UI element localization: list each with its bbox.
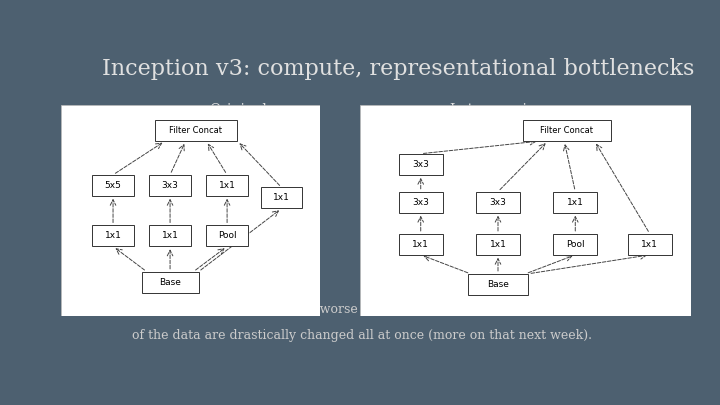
FancyBboxPatch shape bbox=[468, 274, 528, 295]
FancyBboxPatch shape bbox=[476, 234, 520, 255]
Text: 1x1: 1x1 bbox=[273, 194, 290, 202]
FancyBboxPatch shape bbox=[476, 192, 520, 213]
Text: of the data are drastically changed all at once (more on that next week).: of the data are drastically changed all … bbox=[132, 329, 593, 342]
FancyBboxPatch shape bbox=[155, 120, 238, 141]
FancyBboxPatch shape bbox=[553, 234, 598, 255]
Text: 3x3: 3x3 bbox=[490, 198, 506, 207]
FancyBboxPatch shape bbox=[360, 105, 691, 316]
FancyBboxPatch shape bbox=[553, 192, 598, 213]
Text: 3x3: 3x3 bbox=[413, 160, 429, 169]
Text: 5x5: 5x5 bbox=[104, 181, 122, 190]
FancyBboxPatch shape bbox=[399, 192, 443, 213]
Text: 1x1: 1x1 bbox=[413, 240, 429, 249]
Text: Original: Original bbox=[209, 103, 267, 117]
Text: Inception v3: compute, representational bottlenecks: Inception v3: compute, representational … bbox=[102, 58, 695, 80]
Text: Representational bottleneck: worse learning properties when the dimensions: Representational bottleneck: worse learn… bbox=[132, 303, 623, 316]
FancyBboxPatch shape bbox=[92, 175, 134, 196]
Text: 1x1: 1x1 bbox=[104, 231, 122, 241]
FancyBboxPatch shape bbox=[149, 225, 191, 246]
FancyBboxPatch shape bbox=[92, 225, 134, 246]
Text: 1x1: 1x1 bbox=[219, 181, 235, 190]
Text: Base: Base bbox=[487, 280, 509, 289]
Text: ●: ● bbox=[111, 303, 120, 313]
FancyBboxPatch shape bbox=[628, 234, 672, 255]
Text: 1x1: 1x1 bbox=[490, 240, 506, 249]
FancyBboxPatch shape bbox=[399, 154, 443, 175]
Text: 1x1: 1x1 bbox=[642, 240, 658, 249]
Text: Pool: Pool bbox=[566, 240, 585, 249]
Text: 3x3: 3x3 bbox=[413, 198, 429, 207]
Text: 1x1: 1x1 bbox=[567, 198, 584, 207]
Text: Base: Base bbox=[159, 278, 181, 287]
Text: Pool: Pool bbox=[217, 231, 236, 241]
FancyBboxPatch shape bbox=[61, 105, 320, 316]
FancyBboxPatch shape bbox=[207, 225, 248, 246]
FancyBboxPatch shape bbox=[399, 234, 443, 255]
FancyBboxPatch shape bbox=[261, 188, 302, 209]
Text: Filter Concat: Filter Concat bbox=[169, 126, 222, 135]
FancyBboxPatch shape bbox=[207, 175, 248, 196]
FancyBboxPatch shape bbox=[523, 120, 611, 141]
Text: Filter Concat: Filter Concat bbox=[541, 126, 593, 135]
Text: Later version: Later version bbox=[450, 103, 544, 117]
FancyBboxPatch shape bbox=[142, 272, 199, 293]
FancyBboxPatch shape bbox=[149, 175, 191, 196]
Text: 1x1: 1x1 bbox=[161, 231, 179, 241]
Text: 3x3: 3x3 bbox=[161, 181, 179, 190]
